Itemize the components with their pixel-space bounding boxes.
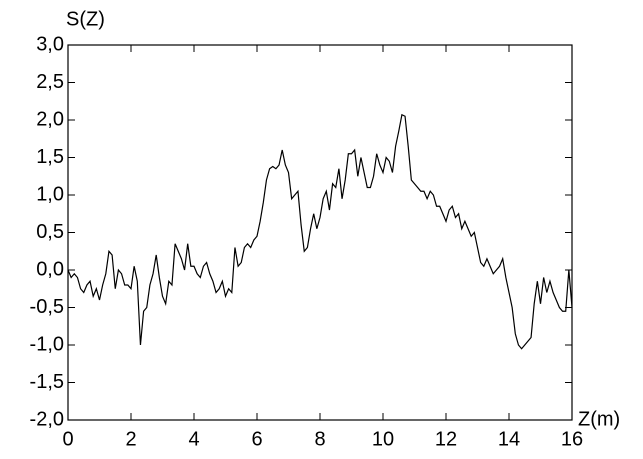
- y-tick-label: 2,5: [36, 71, 64, 93]
- x-tick-label: 2: [125, 428, 136, 450]
- x-tick-label: 8: [314, 428, 325, 450]
- y-tick-label: 0,0: [36, 258, 64, 280]
- y-tick-label: -0,5: [30, 296, 64, 318]
- data-line: [67, 113, 573, 350]
- y-tick-label: 1,5: [36, 146, 64, 168]
- y-tick-label: 2,0: [36, 108, 64, 130]
- y-tick-label: -1,5: [30, 371, 64, 393]
- y-tick-label: 0,5: [36, 221, 64, 243]
- y-axis-label: S(Z): [66, 8, 105, 30]
- x-tick-label: 0: [62, 428, 73, 450]
- x-tick-label: 4: [188, 428, 199, 450]
- y-tick-label: 1,0: [36, 183, 64, 205]
- y-tick-label: -2,0: [30, 408, 64, 430]
- y-tick-label: 3,0: [36, 33, 64, 55]
- x-tick-label: 16: [561, 428, 583, 450]
- x-axis-label: Z(m): [578, 408, 620, 430]
- x-tick-label: 6: [251, 428, 262, 450]
- x-tick-label: 14: [498, 428, 520, 450]
- y-tick-label: -1,0: [30, 333, 64, 355]
- x-tick-label: 10: [372, 428, 394, 450]
- x-tick-label: 12: [435, 428, 457, 450]
- plot-frame: [67, 44, 573, 421]
